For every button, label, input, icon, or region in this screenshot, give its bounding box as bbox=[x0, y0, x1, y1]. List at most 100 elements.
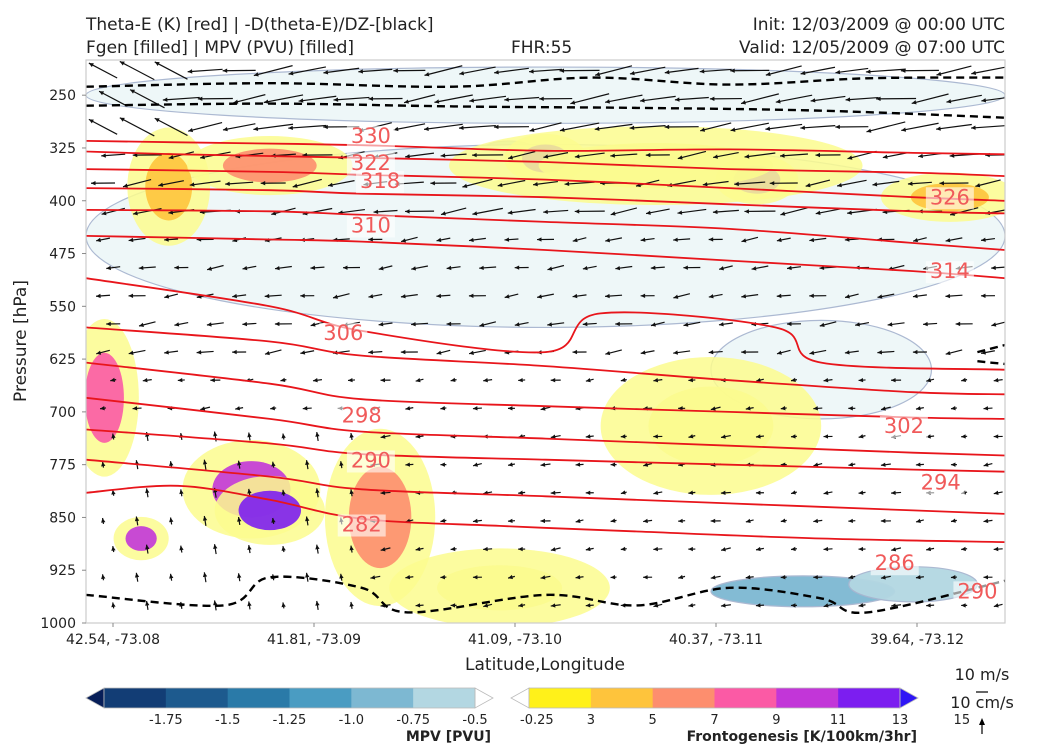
wind-arrow bbox=[302, 406, 312, 411]
wind-arrow bbox=[504, 237, 519, 242]
wind-arrow bbox=[430, 181, 457, 186]
wind-arrow bbox=[436, 349, 451, 355]
wind-arrow bbox=[629, 124, 666, 130]
wind-arrow bbox=[823, 434, 833, 439]
wind-arrow bbox=[980, 350, 995, 355]
wind-arrow bbox=[119, 60, 155, 81]
wind-arrow bbox=[264, 293, 282, 299]
wind-arrow bbox=[315, 600, 320, 610]
wind-arrow bbox=[813, 575, 823, 580]
wind-arrow bbox=[780, 207, 808, 216]
colorbar-tick-label: 13 bbox=[892, 713, 909, 728]
wind-arrow bbox=[865, 68, 906, 74]
wind-arrow bbox=[610, 153, 638, 158]
wind-arrow bbox=[866, 121, 906, 133]
wind-arrow bbox=[472, 406, 482, 411]
wind-arrow bbox=[479, 321, 497, 328]
wind-arrow bbox=[164, 350, 179, 355]
wind-arrow bbox=[440, 153, 467, 158]
wind-arrow bbox=[169, 517, 174, 525]
wind-arrow bbox=[543, 152, 569, 159]
wind-arrow bbox=[528, 68, 563, 74]
wind-arrow bbox=[734, 181, 766, 187]
x-tick-label: 40.37, -73.11 bbox=[669, 632, 763, 648]
contour-label: 318 bbox=[360, 169, 400, 193]
wind-arrow bbox=[162, 96, 200, 102]
wind-arrow bbox=[688, 546, 696, 552]
wind-arrow bbox=[281, 602, 286, 609]
wind-arrow bbox=[610, 574, 617, 580]
theta-e-contour-326 bbox=[86, 150, 1005, 177]
wind-arrow bbox=[653, 546, 663, 552]
wind-arrow bbox=[202, 515, 208, 526]
wind-arrow bbox=[373, 209, 398, 215]
wind-arrow bbox=[950, 406, 957, 411]
y-tick-label: 1000 bbox=[40, 616, 76, 632]
wind-arrow bbox=[110, 377, 117, 383]
wind-arrow bbox=[440, 406, 447, 411]
colorbar-cell bbox=[776, 688, 839, 708]
wind-arrow bbox=[673, 350, 691, 355]
theta-e-contour-306 bbox=[86, 277, 1005, 371]
wind-arrow bbox=[368, 293, 383, 299]
wind-arrow bbox=[111, 546, 116, 553]
wind-arrow bbox=[848, 518, 856, 524]
wind-arrow bbox=[575, 462, 584, 467]
wind-arrow bbox=[745, 406, 754, 411]
wind-arrow bbox=[574, 152, 605, 159]
theta-e-contour-314 bbox=[86, 209, 1005, 251]
wind-arrow bbox=[765, 65, 802, 77]
wind-arrow bbox=[247, 545, 252, 554]
stability-contour-4 bbox=[977, 360, 1005, 366]
wind-arrow bbox=[106, 321, 121, 327]
contour-label: 294 bbox=[921, 470, 961, 494]
wind-arrow bbox=[926, 546, 935, 552]
wind-arrow bbox=[751, 265, 769, 271]
wind-arrow bbox=[709, 96, 742, 101]
wind-arrow bbox=[855, 321, 870, 327]
wind-arrow bbox=[91, 181, 116, 186]
wind-arrow bbox=[550, 603, 561, 608]
wind-arrow bbox=[805, 179, 831, 188]
contour-label: 330 bbox=[351, 124, 391, 148]
wind-arrow bbox=[196, 350, 214, 355]
colorbar-cell bbox=[838, 688, 901, 708]
wind-arrow bbox=[179, 489, 184, 497]
wind-arrow bbox=[653, 490, 663, 495]
colorbar-cell bbox=[590, 688, 654, 708]
contour-label: 298 bbox=[342, 403, 382, 427]
wind-arrow bbox=[780, 574, 787, 580]
wind-arrow bbox=[177, 377, 185, 383]
y-tick-label: 850 bbox=[49, 510, 76, 526]
wind-arrow bbox=[174, 321, 189, 327]
wind-arrow bbox=[450, 377, 457, 383]
wind-arrow bbox=[688, 490, 696, 495]
wind-arrow bbox=[315, 544, 320, 554]
y-tick-label: 325 bbox=[49, 141, 76, 157]
wind-arrow bbox=[288, 124, 327, 131]
wind-arrow bbox=[540, 575, 551, 580]
stability-dashed-layer bbox=[86, 76, 1005, 615]
theta-e-contour-310 bbox=[86, 235, 1005, 280]
wind-arrow bbox=[877, 350, 895, 355]
wind-arrow bbox=[169, 573, 174, 581]
wind-arrow bbox=[708, 293, 723, 299]
wind-arrow bbox=[620, 377, 627, 383]
wind-arrow bbox=[264, 349, 282, 356]
wind-arrow bbox=[678, 406, 686, 411]
wind-arrow bbox=[472, 462, 482, 467]
wind-arrow bbox=[237, 573, 242, 582]
wind-arrow bbox=[845, 96, 879, 102]
wind-arrow bbox=[101, 517, 106, 525]
wind-arrow bbox=[629, 66, 666, 76]
colorbar-tick-label: 3 bbox=[587, 713, 595, 728]
wind-arrow bbox=[983, 518, 993, 524]
wind-arrow bbox=[620, 490, 627, 495]
wind-arrow bbox=[459, 66, 496, 76]
wind-arrow bbox=[745, 575, 754, 580]
wind-arrow bbox=[349, 432, 354, 441]
fgen-region-11 bbox=[600, 356, 822, 495]
wind-arrow bbox=[400, 294, 418, 299]
wind-arrow bbox=[713, 151, 739, 159]
wind-arrow bbox=[174, 265, 189, 270]
